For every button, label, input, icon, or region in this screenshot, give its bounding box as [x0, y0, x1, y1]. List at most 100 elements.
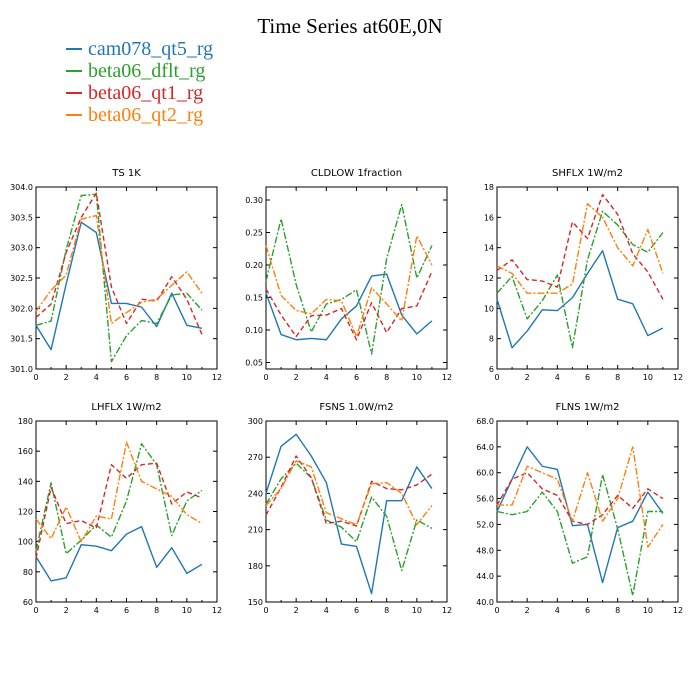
series-line — [265, 203, 433, 355]
series-line — [496, 202, 664, 294]
x-tick-label: 2 — [64, 373, 69, 382]
y-tick-label: 60 — [23, 598, 33, 607]
y-tick-label: 180 — [18, 417, 33, 426]
x-tick-label: 0 — [263, 606, 268, 615]
y-tick-label: 180 — [248, 562, 263, 571]
series-line — [265, 271, 433, 341]
x-tick-label: 8 — [154, 373, 159, 382]
y-tick-label: 150 — [248, 598, 263, 607]
y-tick-label: 0.15 — [245, 294, 263, 303]
legend-swatch — [66, 48, 82, 50]
x-tick-label: 10 — [643, 606, 653, 615]
x-tick-label: 8 — [154, 606, 159, 615]
x-tick-label: 12 — [212, 373, 222, 382]
legend-swatch — [66, 70, 82, 72]
x-tick-label: 2 — [64, 606, 69, 615]
legend-label: beta06_qt1_rg — [88, 82, 204, 104]
x-tick-label: 4 — [324, 606, 329, 615]
y-tick-label: 18 — [484, 183, 494, 192]
plot-frame — [265, 186, 448, 370]
x-tick-label: 4 — [555, 606, 560, 615]
x-tick-label: 12 — [212, 606, 222, 615]
y-tick-label: 8 — [489, 335, 494, 344]
x-tick-label: 4 — [324, 373, 329, 382]
y-tick-label: 303.5 — [10, 213, 33, 222]
y-tick-label: 240 — [248, 489, 263, 498]
x-tick-label: 0 — [494, 373, 499, 382]
series-line — [496, 193, 664, 300]
y-tick-label: 300 — [248, 417, 263, 426]
chart-panel: FLNS 1W/m2 0 2 4 6 8 10 12 40.0 44.0 48.0 52.0 56.0 6… — [476, 402, 683, 615]
x-tick-label: 6 — [354, 373, 359, 382]
x-tick-label: 12 — [673, 606, 683, 615]
x-tick-label: 6 — [585, 373, 590, 382]
x-tick-label: 0 — [263, 373, 268, 382]
x-tick-label: 8 — [615, 606, 620, 615]
x-tick-label: 10 — [412, 373, 422, 382]
x-tick-label: 4 — [94, 373, 99, 382]
y-tick-label: 210 — [248, 526, 263, 535]
x-tick-label: 6 — [354, 606, 359, 615]
y-tick-label: 68.0 — [476, 417, 494, 426]
x-tick-label: 12 — [442, 373, 452, 382]
y-tick-label: 301.5 — [10, 335, 33, 344]
y-tick-label: 14 — [484, 244, 494, 253]
x-tick-label: 10 — [182, 373, 192, 382]
x-tick-label: 8 — [615, 373, 620, 382]
chart-panel: SHFLX 1W/m2 0 2 4 6 8 10 12 6 8 10 12 14 16 18 — [484, 168, 683, 382]
legend-swatch — [66, 92, 82, 94]
series-line — [35, 193, 203, 363]
y-tick-label: 0.30 — [245, 196, 263, 205]
series-line — [265, 462, 433, 572]
y-tick-label: 80 — [23, 568, 33, 577]
y-tick-label: 12 — [484, 274, 494, 283]
chart-panel: LHFLX 1W/m2 0 2 4 6 8 10 12 60 80 100 120 140 160 180 — [18, 402, 222, 615]
x-tick-label: 2 — [294, 606, 299, 615]
y-tick-label: 0.05 — [245, 359, 263, 368]
chart-panel: TS 1K 0 2 4 6 8 10 12 301.0 301.5 302.0 302.5 303.0 3… — [10, 168, 222, 382]
series-line — [265, 273, 433, 341]
series-line — [35, 462, 203, 559]
series-line — [497, 446, 664, 548]
series-line — [35, 525, 203, 582]
chart-panel: FSNS 1.0W/m2 0 2 4 6 8 10 12 150 180 210 240 270 300 — [248, 402, 452, 615]
panel-title: LHFLX 1W/m2 — [91, 402, 161, 413]
y-tick-label: 301.0 — [10, 365, 33, 374]
legend-item: beta06_dflt_rg — [66, 60, 213, 82]
plot-frame — [35, 420, 218, 603]
legend: cam078_qt5_rg beta06_dflt_rg beta06_qt1_… — [66, 38, 213, 126]
chart-panel: CLDLOW 1fraction 0 2 4 6 8 10 12 0.05 0.10 0.15 0.2… — [245, 168, 452, 382]
y-tick-label: 0.10 — [245, 326, 263, 335]
panel-title: FLNS 1W/m2 — [555, 402, 619, 413]
y-tick-label: 48.0 — [476, 546, 494, 555]
y-tick-label: 52.0 — [476, 520, 494, 529]
plot-frame — [265, 420, 448, 603]
x-tick-label: 2 — [294, 373, 299, 382]
panel-title: SHFLX 1W/m2 — [552, 168, 623, 179]
x-tick-label: 0 — [494, 606, 499, 615]
y-tick-label: 0.25 — [245, 229, 263, 238]
series-line — [496, 446, 664, 584]
x-tick-label: 2 — [525, 373, 530, 382]
y-tick-label: 10 — [484, 304, 494, 313]
series-line — [35, 192, 203, 335]
x-tick-label: 8 — [384, 373, 389, 382]
y-tick-label: 44.0 — [476, 572, 494, 581]
series-line — [265, 235, 433, 338]
y-tick-label: 160 — [18, 447, 33, 456]
y-tick-label: 270 — [248, 453, 263, 462]
series-line — [265, 460, 433, 526]
y-tick-label: 302.5 — [10, 274, 33, 283]
series-line — [496, 210, 664, 349]
panel-title: TS 1K — [111, 168, 141, 179]
x-tick-label: 6 — [124, 373, 129, 382]
panel-title: CLDLOW 1fraction — [311, 168, 402, 179]
y-tick-label: 60.0 — [476, 469, 494, 478]
x-tick-label: 12 — [442, 606, 452, 615]
legend-label: cam078_qt5_rg — [88, 38, 214, 60]
y-tick-label: 6 — [489, 365, 494, 374]
series-line — [35, 441, 203, 543]
series-line — [265, 433, 433, 595]
legend-item: beta06_qt2_rg — [66, 104, 213, 126]
x-tick-label: 0 — [33, 606, 38, 615]
